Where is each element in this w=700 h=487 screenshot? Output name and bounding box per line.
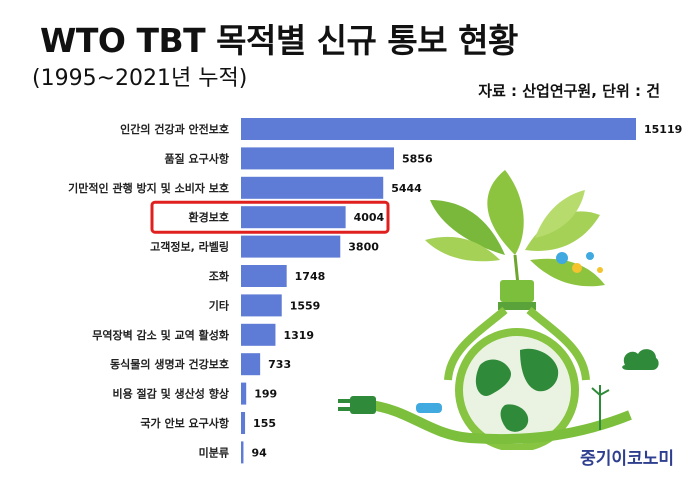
bubble-icon bbox=[572, 263, 582, 273]
value-label: 199 bbox=[254, 388, 277, 401]
category-label: 동식물의 생명과 건강보호 bbox=[110, 357, 229, 371]
bubble-icon bbox=[597, 267, 603, 273]
value-label: 5444 bbox=[391, 182, 422, 195]
bubble-icon bbox=[586, 252, 594, 260]
cable-icon bbox=[369, 400, 632, 445]
bar bbox=[241, 382, 247, 405]
bar bbox=[241, 265, 287, 287]
value-label: 15119 bbox=[644, 123, 682, 136]
brand-logo: 중기이코노미 bbox=[580, 449, 674, 469]
category-label: 무역장벽 감소 및 교역 활성화 bbox=[92, 328, 229, 342]
bar bbox=[241, 323, 276, 346]
category-label: 환경보호 bbox=[189, 210, 229, 224]
leaf-icon bbox=[525, 211, 600, 251]
cloud-icon bbox=[622, 349, 659, 370]
highlight-box bbox=[150, 200, 390, 234]
category-label: 기타 bbox=[209, 298, 230, 312]
chart-title: WTO TBT 목적별 신규 통보 현황 bbox=[40, 21, 518, 60]
category-label: 조화 bbox=[209, 269, 229, 283]
bar bbox=[241, 412, 246, 434]
leaf-icon bbox=[425, 236, 500, 262]
category-label: 인간의 건강과 안전보호 bbox=[120, 122, 229, 136]
leaf-icon bbox=[530, 258, 605, 287]
plug-icon bbox=[350, 396, 376, 414]
value-label: 1748 bbox=[295, 270, 326, 283]
value-label: 5856 bbox=[402, 152, 433, 165]
leaf-group bbox=[425, 170, 605, 287]
value-label: 1319 bbox=[283, 329, 314, 342]
category-label: 고객정보, 라벨링 bbox=[150, 240, 229, 254]
value-label: 733 bbox=[268, 358, 291, 371]
bars-layer: 인간의 건강과 안전보호 15119 품질 요구사항 5856 기만적인 관행 방지 및… bbox=[68, 118, 682, 464]
car-icon bbox=[416, 403, 442, 413]
value-label: 4004 bbox=[354, 211, 385, 224]
bar bbox=[241, 147, 394, 170]
bulb-base-icon bbox=[500, 280, 534, 302]
value-label: 3800 bbox=[348, 241, 379, 254]
leaf-icon bbox=[535, 190, 585, 238]
source-note: 자료 : 산업연구원, 단위 : 건 bbox=[478, 82, 660, 100]
bar bbox=[241, 118, 636, 140]
chart-subtitle: (1995~2021년 누적) bbox=[32, 66, 248, 91]
bar bbox=[241, 353, 261, 376]
leaf-icon bbox=[487, 170, 524, 255]
eco-lightbulb-illustration bbox=[338, 170, 659, 450]
bar bbox=[241, 294, 282, 317]
category-label: 기만적인 관행 방지 및 소비자 보호 bbox=[68, 181, 229, 195]
bulb-outline-icon bbox=[444, 306, 590, 381]
leaf-icon bbox=[430, 200, 505, 255]
value-label: 155 bbox=[253, 417, 276, 430]
bubble-icon bbox=[556, 252, 568, 264]
category-label: 품질 요구사항 bbox=[164, 151, 229, 165]
bar bbox=[241, 206, 346, 229]
value-label: 1559 bbox=[290, 299, 321, 312]
bar bbox=[241, 176, 384, 199]
bar bbox=[241, 235, 341, 258]
bar bbox=[241, 441, 244, 464]
category-label: 미분류 bbox=[199, 445, 229, 459]
value-label: 94 bbox=[251, 446, 267, 459]
wind-turbine-icon bbox=[591, 385, 610, 430]
category-label: 국가 안보 요구사항 bbox=[140, 416, 229, 430]
category-label: 비용 절감 및 생산성 향상 bbox=[112, 387, 229, 401]
